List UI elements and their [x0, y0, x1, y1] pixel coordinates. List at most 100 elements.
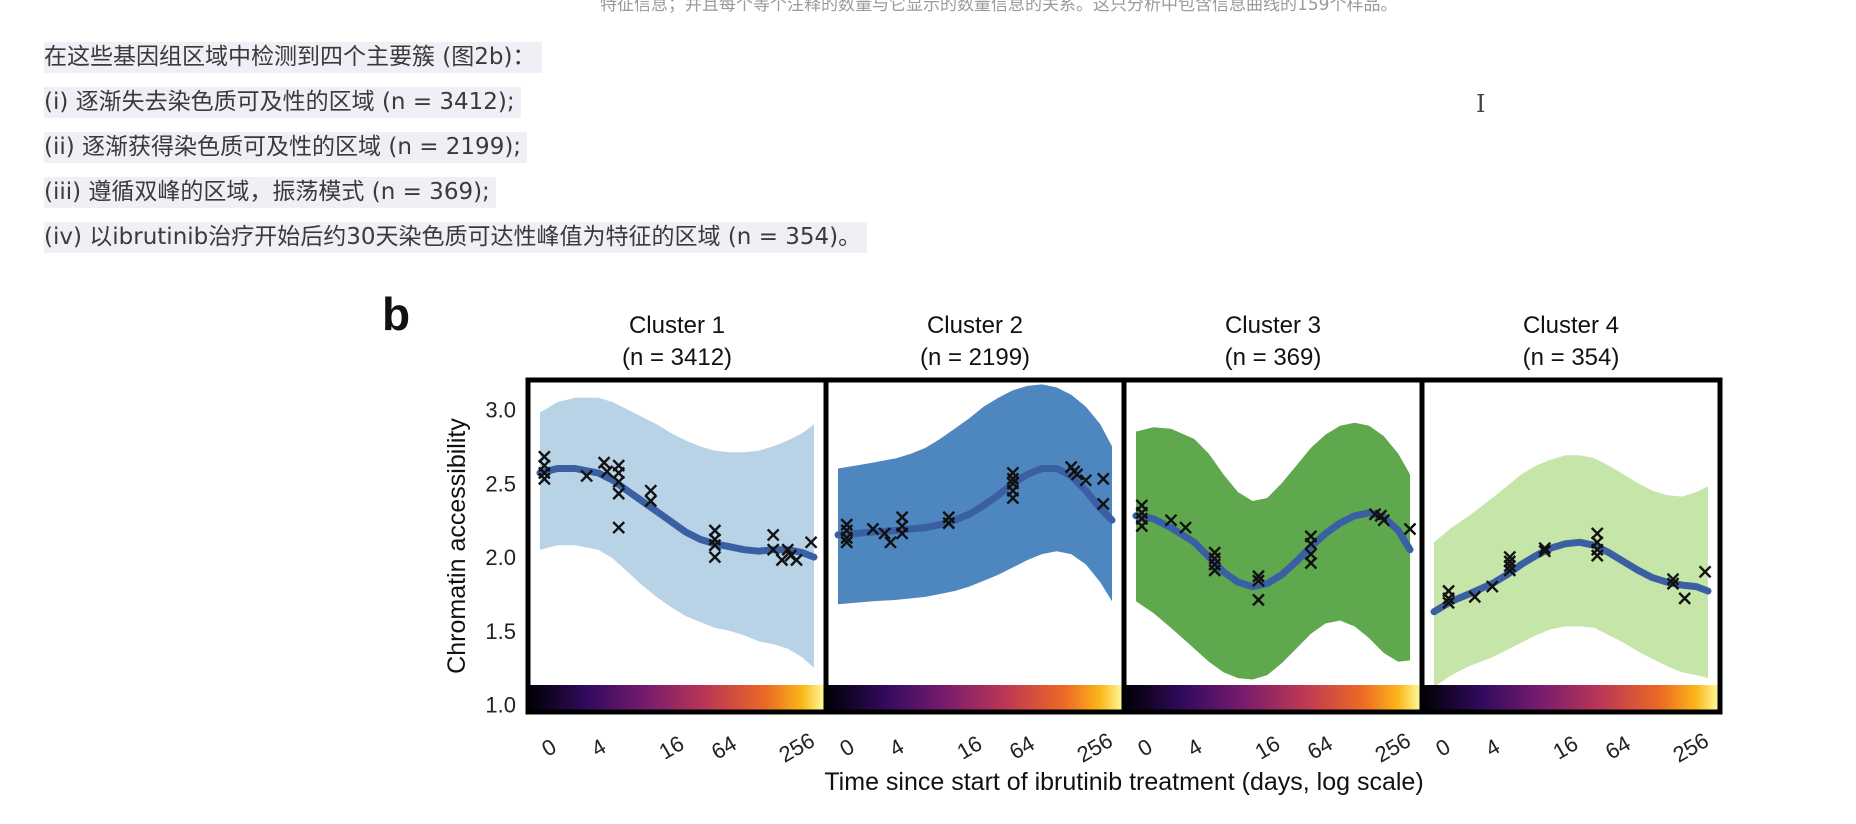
panel-n-label: (n = 354)	[1523, 344, 1620, 371]
x-tick-label: 256	[1073, 727, 1117, 767]
figure-2b: b Chromatin accessibility 3.0 2.5 2.0 1.5 1.0 C…	[382, 288, 1723, 796]
data-point	[1006, 491, 1020, 505]
time-color-bar	[826, 685, 1124, 712]
panel-title: Cluster 4	[1523, 312, 1619, 339]
x-tick-label: 16	[655, 731, 689, 765]
paragraph-intro: 在这些基因组区域中检测到四个主要簇 (图2b)：	[44, 38, 867, 83]
data-point	[1079, 473, 1093, 487]
data-point	[612, 475, 626, 489]
x-tick-label: 256	[1669, 727, 1713, 767]
y-tick-label: 2.5	[485, 471, 516, 496]
data-point	[708, 550, 722, 564]
data-point	[1164, 513, 1178, 527]
data-point	[878, 527, 891, 540]
translated-paragraph: 在这些基因组区域中检测到四个主要簇 (图2b)： (i) 逐渐失去染色质可及性的…	[44, 38, 868, 263]
data-point	[708, 538, 722, 552]
x-tick-label: 4	[1183, 734, 1206, 762]
data-point	[1442, 592, 1455, 605]
data-point	[1179, 521, 1192, 534]
data-point	[1442, 596, 1455, 610]
data-point	[1698, 565, 1712, 579]
data-point	[1403, 522, 1417, 536]
panel-title: Cluster 3	[1225, 312, 1321, 339]
confidence-band	[838, 384, 1112, 605]
data-point	[1538, 544, 1552, 558]
data-point	[1252, 569, 1265, 583]
x-tick-label: 0	[835, 734, 858, 762]
data-point	[1468, 590, 1482, 604]
panel-frame	[1419, 377, 1723, 715]
data-point	[790, 553, 803, 567]
data-point	[644, 494, 658, 508]
data-point	[1304, 556, 1318, 570]
x-tick-label: 64	[1005, 731, 1039, 765]
list-item-cluster-2: (ii) 逐渐获得染色质可及性的区域 (n = 2199);	[44, 128, 867, 173]
data-point	[766, 543, 780, 557]
panel-title: Cluster 2	[927, 312, 1023, 339]
x-tick-label: 16	[1549, 731, 1583, 765]
x-tick-label: 4	[885, 734, 908, 762]
data-point	[1096, 497, 1110, 511]
data-point	[1485, 580, 1499, 593]
panel-n-label: (n = 2199)	[920, 344, 1030, 371]
data-point	[1208, 563, 1222, 577]
data-point	[840, 535, 854, 549]
time-color-bar	[1124, 685, 1422, 712]
list-item-cluster-4: (iv) 以ibrutinib治疗开始后约30天染色质可达性峰值为特征的区域 (…	[44, 218, 868, 263]
data-point	[600, 465, 614, 478]
x-tick-label: 256	[775, 727, 819, 767]
data-point	[1666, 572, 1680, 586]
data-point	[1678, 592, 1692, 605]
x-tick-label: 0	[1133, 734, 1156, 762]
cluster-panel-2: Cluster 2 (n = 2199) 0 4 16 64 256	[823, 312, 1127, 768]
data-point	[1304, 537, 1318, 551]
data-point	[612, 521, 626, 534]
list-item-cluster-3: (iii) 遵循双峰的区域，振荡模式 (n = 369);	[44, 173, 867, 218]
confidence-band	[540, 397, 814, 668]
data-point	[1252, 593, 1265, 607]
x-tick-label: 64	[1601, 731, 1635, 765]
cluster-panel-3: Cluster 3 (n = 369) 0 4 16 64 256	[1121, 312, 1425, 768]
data-point	[895, 527, 909, 540]
data-point	[1135, 519, 1149, 533]
x-tick-label: 16	[953, 731, 987, 765]
text-cursor-icon: I	[1476, 90, 1486, 118]
cluster-panel-1: Cluster 1 (n = 3412) 0 4 16 64 256	[525, 312, 829, 768]
x-tick-label: 64	[1303, 731, 1337, 765]
data-point	[1377, 513, 1391, 527]
time-color-bar	[1422, 685, 1720, 712]
data-point	[804, 535, 818, 549]
data-point	[1503, 559, 1517, 573]
data-point	[580, 469, 593, 483]
data-point	[866, 522, 880, 536]
data-point	[597, 456, 611, 469]
data-point	[1666, 577, 1680, 590]
x-axis-label: Time since start of ibrutinib treatment …	[824, 768, 1423, 796]
mean-trend-line	[1430, 538, 1712, 616]
data-point	[840, 531, 854, 545]
data-point	[775, 553, 789, 567]
panel-letter: b	[382, 288, 410, 340]
y-tick-label: 2.0	[485, 545, 516, 570]
data-point	[612, 487, 626, 500]
data-point	[1590, 549, 1604, 562]
list-item-cluster-1: (i) 逐渐失去染色质可及性的区域 (n = 3412);	[44, 83, 867, 128]
x-tick-label: 64	[707, 731, 741, 765]
x-tick-label: 0	[1431, 734, 1454, 762]
confidence-band	[1136, 422, 1410, 680]
y-tick-label: 1.0	[485, 693, 516, 718]
y-tick-label: 3.0	[485, 398, 516, 423]
y-axis-label: Chromatin accessibility	[443, 418, 471, 674]
data-point	[1538, 541, 1552, 555]
x-tick-label: 4	[1481, 734, 1504, 762]
x-tick-label: 16	[1251, 731, 1285, 765]
cutoff-text: 特征信息；并且每个等个注释的数量与它显示的数量信息的关系。这只分析中包含信息曲线…	[600, 0, 1398, 15]
x-tick-label: 256	[1371, 727, 1415, 767]
data-point	[1096, 472, 1110, 486]
data-point	[1252, 574, 1265, 588]
cluster-panel-4: Cluster 4 (n = 354) 0 4 16 64 256	[1419, 312, 1723, 768]
panel-n-label: (n = 3412)	[622, 344, 732, 371]
data-point	[538, 472, 551, 486]
data-point	[884, 535, 897, 549]
x-tick-label: 4	[587, 734, 610, 762]
